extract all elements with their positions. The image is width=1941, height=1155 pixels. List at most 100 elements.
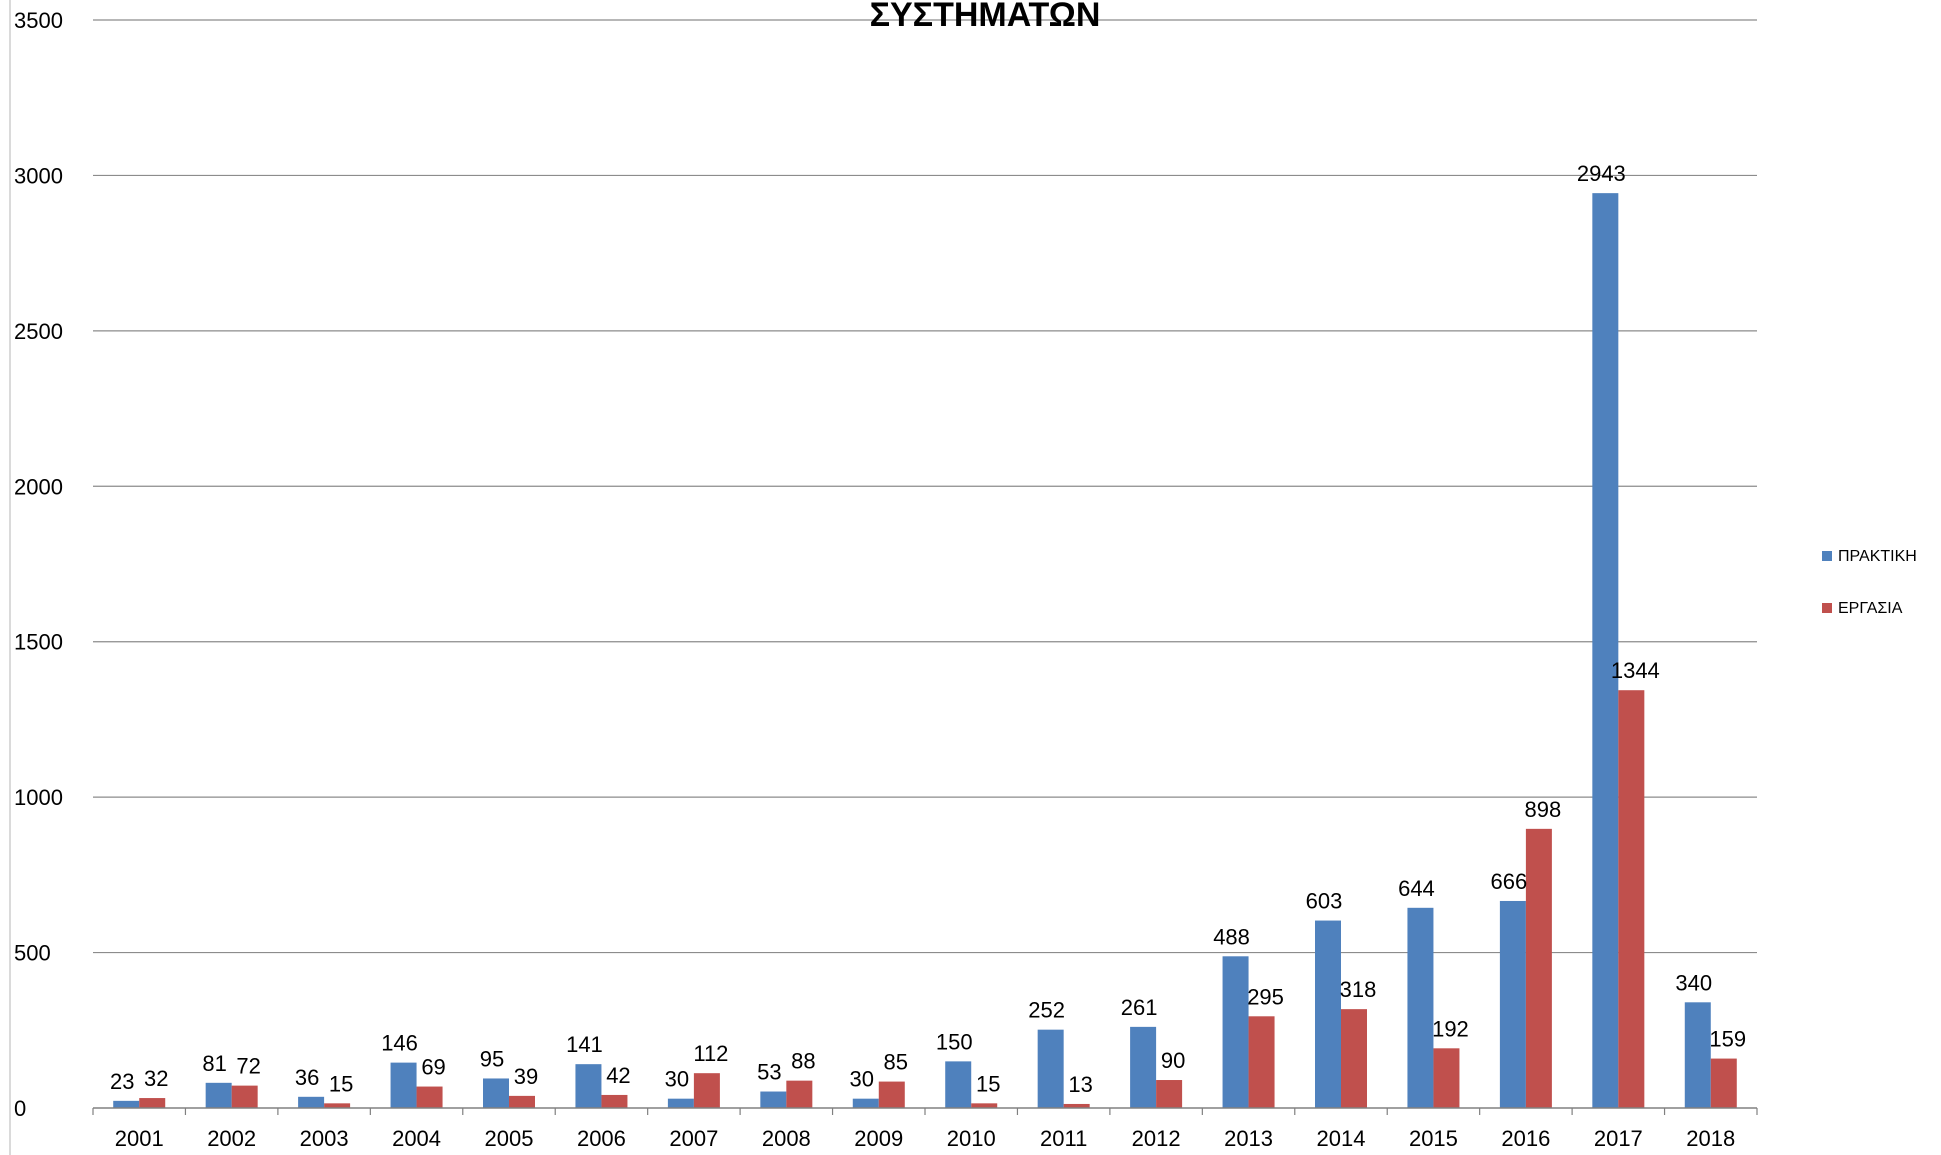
bar-ergasia (416, 1086, 443, 1108)
bar-praktiki (390, 1062, 417, 1108)
bar-praktiki (667, 1098, 694, 1108)
bar-praktiki (760, 1091, 787, 1108)
x-axis-ticks: 2001 2002 2003 2004 2005 2006 2007 2008 2009 2010… (92, 1108, 1758, 1151)
legend-swatch (1822, 551, 1832, 561)
legend-swatch (1822, 603, 1832, 613)
bar-ergasia (509, 1095, 535, 1108)
bar-ergasia (1063, 1103, 1090, 1108)
x-tick-label: 2004 (392, 1126, 441, 1151)
data-label: 252 (1028, 998, 1065, 1023)
bar-ergasia (139, 1098, 166, 1108)
bar-praktiki (1499, 900, 1526, 1108)
data-label: 644 (1398, 876, 1435, 901)
y-tick-label: 1500 (14, 630, 63, 655)
bar-ergasia (324, 1103, 351, 1108)
data-label: 42 (606, 1063, 630, 1088)
bar-praktiki (1130, 1026, 1157, 1108)
x-tick-label: 2015 (1409, 1126, 1458, 1151)
data-label: 95 (480, 1046, 504, 1071)
data-label: 146 (381, 1031, 418, 1056)
x-tick-label: 2016 (1501, 1126, 1550, 1151)
y-tick-label: 2500 (14, 319, 63, 344)
y-tick-label: 3500 (14, 8, 63, 33)
y-tick-label: 3000 (14, 163, 63, 188)
data-label: 32 (144, 1066, 168, 1091)
legend-label: ΕΡΓΑΣΙΑ (1838, 600, 1903, 617)
bar-praktiki (1407, 907, 1434, 1108)
bar-ergasia (231, 1085, 258, 1108)
data-label: 295 (1247, 984, 1284, 1009)
bar-praktiki (945, 1061, 972, 1108)
y-axis-ticks: 0 500 1000 1500 2000 2500 3000 3500 (14, 8, 63, 1121)
bar-ergasia (1710, 1058, 1737, 1108)
data-label: 15 (976, 1071, 1000, 1096)
x-tick-label: 2014 (1317, 1126, 1366, 1151)
bar-ergasia (1248, 1016, 1275, 1108)
bar-ergasia (1433, 1048, 1460, 1108)
gridlines (93, 19, 1757, 954)
legend: ΠΡΑΚΤΙΚΗ ΕΡΓΑΣΙΑ (1822, 548, 1917, 617)
x-tick-label: 2002 (207, 1126, 256, 1151)
y-tick-label: 500 (14, 941, 51, 966)
data-label: 2943 (1577, 161, 1626, 186)
data-label: 85 (884, 1050, 908, 1075)
x-tick-label: 2010 (947, 1126, 996, 1151)
data-label: 72 (236, 1054, 260, 1079)
data-label: 898 (1525, 797, 1562, 822)
data-label: 36 (295, 1065, 319, 1090)
data-label: 90 (1161, 1048, 1185, 1073)
data-label: 112 (693, 1041, 728, 1066)
bar-ergasia (693, 1073, 720, 1108)
data-label: 666 (1491, 869, 1528, 894)
data-label: 261 (1121, 995, 1158, 1020)
bar-ergasia (1341, 1009, 1367, 1108)
data-label: 192 (1432, 1016, 1469, 1041)
legend-label: ΠΡΑΚΤΙΚΗ (1838, 548, 1917, 565)
bars (113, 193, 1737, 1108)
bar-praktiki (1592, 193, 1619, 1108)
data-label: 30 (850, 1067, 874, 1092)
data-label: 488 (1213, 924, 1250, 949)
bar-praktiki (852, 1098, 879, 1108)
bar-praktiki (113, 1100, 140, 1108)
data-label: 30 (665, 1067, 689, 1092)
data-label: 340 (1675, 970, 1712, 995)
data-label: 81 (202, 1051, 226, 1076)
x-tick-label: 2005 (485, 1126, 534, 1151)
data-label: 39 (514, 1064, 538, 1089)
data-label: 603 (1306, 889, 1343, 914)
bar-ergasia (601, 1094, 628, 1108)
bar-ergasia (1618, 690, 1645, 1108)
y-tick-label: 2000 (14, 474, 63, 499)
data-label: 141 (566, 1032, 603, 1057)
bar-ergasia (878, 1081, 905, 1108)
x-tick-label: 2007 (669, 1126, 718, 1151)
x-tick-label: 2009 (854, 1126, 903, 1151)
bar-praktiki (1037, 1029, 1064, 1108)
chart-title: ΣΥΣΤΗΜΑΤΩΝ (870, 0, 1101, 34)
data-label: 23 (110, 1069, 134, 1094)
bar-ergasia (786, 1080, 813, 1108)
data-label: 150 (936, 1029, 973, 1054)
y-tick-label: 0 (14, 1096, 26, 1121)
x-tick-label: 2008 (762, 1126, 811, 1151)
bar-praktiki (298, 1096, 325, 1108)
x-tick-label: 2013 (1224, 1126, 1273, 1151)
x-tick-label: 2011 (1040, 1126, 1087, 1151)
bar-ergasia (1525, 828, 1552, 1108)
bar-ergasia (971, 1103, 998, 1108)
data-label: 318 (1340, 977, 1377, 1002)
bar-praktiki (205, 1082, 232, 1108)
data-label: 15 (329, 1071, 353, 1096)
data-label: 159 (1709, 1027, 1746, 1052)
x-tick-label: 2001 (115, 1126, 164, 1151)
x-tick-label: 2006 (577, 1126, 626, 1151)
x-tick-label: 2017 (1594, 1126, 1643, 1151)
data-label: 88 (791, 1049, 815, 1074)
x-tick-label: 2012 (1132, 1126, 1181, 1151)
x-tick-label: 2018 (1686, 1126, 1735, 1151)
bar-praktiki (575, 1064, 602, 1108)
bar-praktiki (1684, 1002, 1711, 1108)
